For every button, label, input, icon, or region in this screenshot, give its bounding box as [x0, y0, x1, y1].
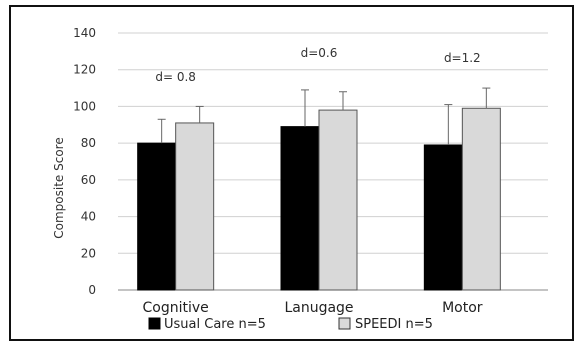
legend-swatch-speedi: [338, 317, 351, 330]
y-tick-label: 0: [88, 283, 96, 297]
legend-label-speedi: SPEEDI n=5: [355, 317, 433, 332]
effect-size-annotations: d= 0.8 d=0.6 d=1.2: [155, 46, 480, 84]
y-tick-label: 40: [81, 210, 96, 224]
category-label: Cognitive: [143, 300, 209, 316]
error-bars: [157, 87, 491, 145]
y-tick-labels: 0 20 40 60 80 100 120 140: [73, 26, 96, 297]
effect-size-label: d=1.2: [444, 51, 481, 65]
y-tick-label: 100: [73, 99, 96, 113]
legend: Usual Care n=5 SPEEDI n=5: [148, 317, 433, 332]
bar-usual-care: [423, 144, 463, 291]
y-tick-label: 80: [81, 136, 96, 150]
y-tick-label: 140: [73, 26, 96, 40]
y-tick-label: 60: [81, 173, 96, 187]
category-labels: Cognitive Lanugage Motor: [143, 300, 483, 316]
bar-usual-care: [280, 126, 320, 291]
bar-speedi: [318, 109, 358, 291]
bar-usual-care: [137, 142, 177, 291]
y-tick-label: 120: [73, 63, 96, 77]
bar-speedi: [461, 107, 501, 291]
y-tick-label: 20: [81, 246, 96, 260]
effect-size-label: d= 0.8: [155, 70, 196, 84]
y-axis-label: Composite Score: [52, 137, 66, 238]
category-label: Motor: [442, 300, 483, 316]
category-label: Lanugage: [284, 300, 353, 316]
bar-speedi: [175, 122, 215, 291]
legend-swatch-usual-care: [148, 317, 161, 330]
legend-label-usual-care: Usual Care n=5: [164, 317, 266, 332]
effect-size-label: d=0.6: [301, 46, 338, 60]
bars: [137, 107, 501, 291]
